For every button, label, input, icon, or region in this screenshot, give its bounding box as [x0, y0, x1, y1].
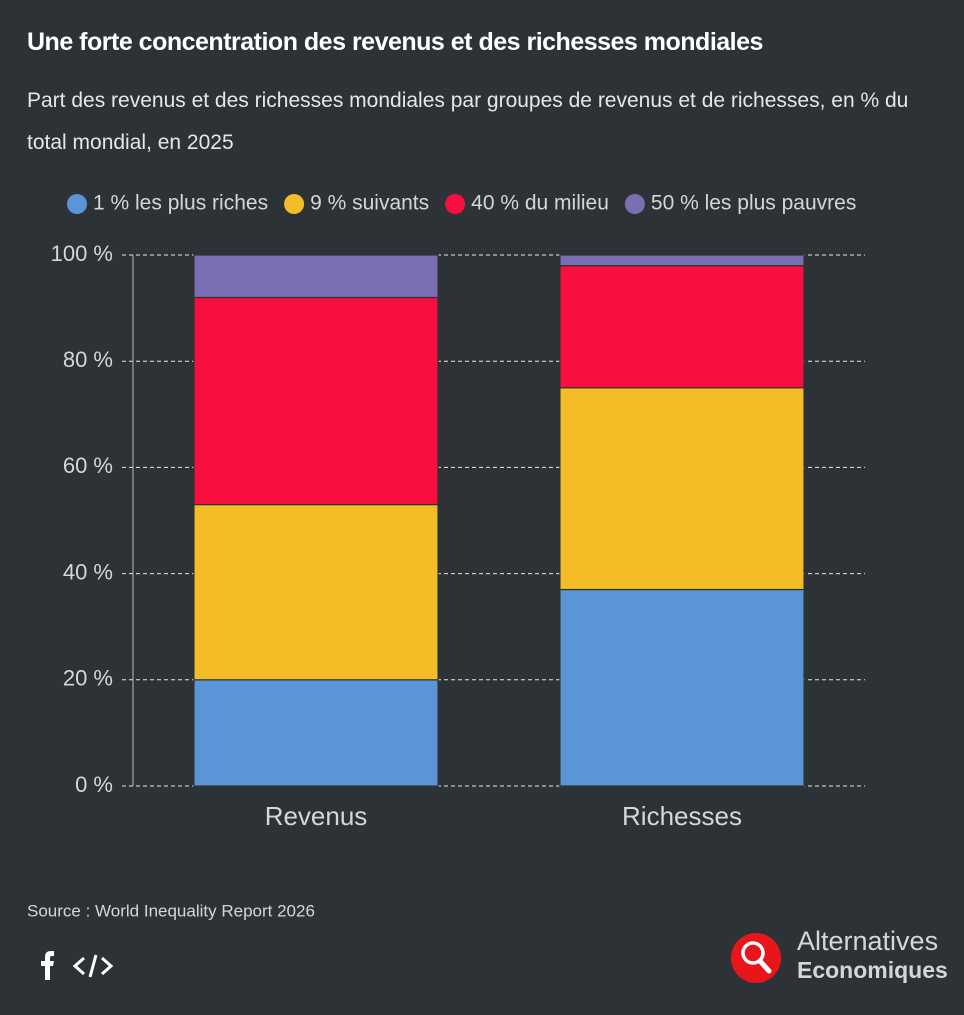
embed-icon[interactable]: [101, 956, 114, 976]
brand-line2: Economiques: [797, 957, 948, 983]
legend-label: 50 % les plus pauvres: [651, 192, 856, 215]
brand-line1: Alternatives: [797, 926, 938, 956]
bar-segment: [559, 254, 805, 267]
bar-segment: [559, 588, 805, 787]
logo: Alternatives Economiques: [731, 926, 948, 983]
bar-segment: [193, 503, 439, 681]
legend-swatch: [284, 194, 305, 214]
legend-swatch: [624, 194, 645, 214]
bar-segment: [193, 296, 439, 506]
legend-swatch: [67, 194, 87, 214]
legend-label: 40 % du milieu: [471, 192, 609, 215]
legend-swatch: [445, 194, 466, 214]
share-embed[interactable]: [72, 954, 114, 978]
y-tick-label: 60 %: [63, 453, 113, 478]
y-tick-label: 40 %: [63, 559, 113, 584]
facebook-icon[interactable]: [41, 951, 54, 980]
logo-lens: [741, 941, 765, 965]
logo-handle: [757, 958, 772, 974]
y-tick-label: 80 %: [63, 347, 113, 372]
share-facebook[interactable]: [41, 951, 54, 980]
chart-subtitle: Part des revenus et des richesses mondia…: [27, 89, 909, 154]
embed-icon[interactable]: [88, 954, 98, 978]
legend-label: 1 % les plus riches: [93, 192, 268, 215]
bar-segment: [559, 265, 805, 389]
x-tick-label: Revenus: [265, 801, 368, 831]
legend-label: 9 % suivants: [310, 192, 429, 215]
y-tick-label: 0 %: [75, 772, 113, 797]
logo-circle: [731, 933, 781, 983]
source: Source : World Inequality Report 2026: [27, 901, 315, 920]
chart-title: Une forte concentration des revenus et d…: [27, 28, 763, 56]
bar-segment: [559, 387, 805, 591]
y-tick-label: 20 %: [63, 666, 113, 691]
bar-segment: [193, 679, 439, 787]
x-tick-label: Richesses: [622, 801, 742, 831]
y-tick-label: 100 %: [51, 241, 113, 266]
bar-segment: [193, 254, 439, 299]
embed-icon[interactable]: [72, 956, 85, 976]
